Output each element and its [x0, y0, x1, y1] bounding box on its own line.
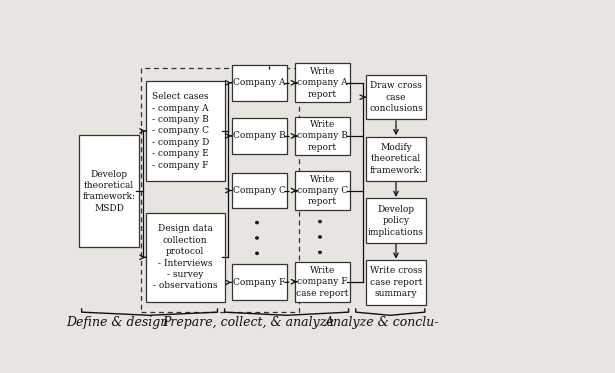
Text: Select cases
- company A
- company B
- company C
- company D
- company E
- compa: Select cases - company A - company B - c… [152, 92, 210, 170]
FancyBboxPatch shape [295, 116, 349, 155]
Text: Analyze & conclu-: Analyze & conclu- [325, 316, 439, 329]
FancyBboxPatch shape [366, 260, 426, 305]
Text: •  •  •: • • • [315, 217, 328, 255]
FancyBboxPatch shape [295, 63, 349, 102]
FancyBboxPatch shape [232, 118, 287, 154]
Text: Draw cross
case
conclusions: Draw cross case conclusions [369, 81, 423, 113]
FancyBboxPatch shape [295, 171, 349, 210]
FancyBboxPatch shape [366, 75, 426, 119]
Text: Company A: Company A [233, 78, 285, 87]
Text: Company B: Company B [233, 131, 285, 141]
Text: Write
company C
report: Write company C report [296, 175, 347, 207]
Text: Write
company F
case report: Write company F case report [296, 266, 348, 298]
Text: Write
company B
report: Write company B report [296, 120, 347, 152]
FancyBboxPatch shape [232, 65, 287, 101]
Text: Modify
theoretical
framework:: Modify theoretical framework: [370, 143, 423, 175]
Text: •  •  •: • • • [253, 217, 266, 256]
Text: Develop
theoretical
framework:
MSDD: Develop theoretical framework: MSDD [82, 170, 135, 213]
FancyBboxPatch shape [79, 135, 139, 247]
Text: Prepare, collect, & analyze: Prepare, collect, & analyze [162, 316, 335, 329]
Text: Write
company A
report: Write company A report [296, 67, 347, 99]
FancyBboxPatch shape [232, 173, 287, 209]
FancyBboxPatch shape [295, 261, 349, 302]
FancyBboxPatch shape [232, 264, 287, 300]
Text: Design data
collection
protocol
- Interviews
- survey
- observations: Design data collection protocol - Interv… [153, 224, 218, 291]
Text: Write cross
case report
summary: Write cross case report summary [370, 266, 423, 298]
FancyBboxPatch shape [146, 213, 224, 302]
FancyBboxPatch shape [146, 81, 224, 181]
FancyBboxPatch shape [366, 137, 426, 181]
Text: Company C: Company C [232, 186, 285, 195]
FancyBboxPatch shape [366, 198, 426, 243]
Text: Define & design: Define & design [66, 316, 169, 329]
Text: Develop
policy
implications: Develop policy implications [368, 205, 424, 236]
Text: Company F: Company F [233, 278, 285, 287]
